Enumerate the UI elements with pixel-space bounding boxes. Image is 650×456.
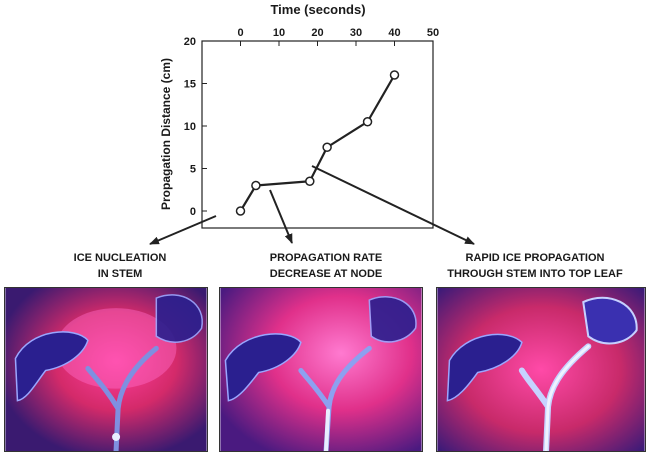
propagation-chart: Time (seconds) Propagation Distance (cm)… [159, 2, 439, 229]
x-tick-label: 10 [273, 27, 285, 39]
data-point [362, 117, 373, 127]
arrow-to-node-panel [269, 189, 293, 244]
y-tick-label: 20 [184, 36, 196, 48]
y-tick-label: 0 [190, 206, 196, 218]
y-tick-label: 10 [184, 121, 196, 133]
x-tick-label: 50 [427, 27, 439, 39]
arrow-to-rapid-panel [311, 165, 475, 245]
panel-title-line: DECREASE AT NODE [269, 268, 383, 280]
arrow-to-nucleation-panel [149, 215, 217, 245]
ice-front [324, 408, 331, 451]
top-leaf [155, 294, 203, 343]
x-axis-label: Time (seconds) [270, 2, 365, 17]
stem [85, 345, 159, 451]
x-tick-label: 40 [388, 27, 400, 39]
thermal-image-rapid [436, 287, 646, 452]
callout-arrows [149, 165, 475, 245]
left-leaf [446, 333, 523, 402]
top-leaf [582, 296, 638, 345]
y-axis-ticks: 0 5 10 15 20 [184, 36, 207, 218]
panel-title-line: RAPID ICE PROPAGATION [465, 252, 605, 264]
left-leaf [14, 331, 89, 402]
thermal-image-node [219, 287, 423, 452]
x-tick-label: 30 [350, 27, 362, 39]
panel-title-line: IN STEM [97, 268, 143, 280]
data-point [251, 180, 261, 191]
x-tick-label: 0 [237, 27, 243, 39]
data-point [235, 206, 246, 216]
x-axis-ticks: 0 10 20 30 40 50 [237, 27, 439, 46]
data-point [305, 176, 315, 186]
thermal-image-nucleation [4, 287, 208, 452]
panel-title-line: ICE NUCLEATION [73, 252, 167, 264]
panel-title-nucleation: ICE NUCLEATION IN STEM [20, 250, 220, 282]
panel-title-rapid: RAPID ICE PROPAGATION THROUGH STEM INTO … [430, 250, 640, 282]
data-point [389, 70, 400, 80]
y-axis-label: Propagation Distance (cm) [159, 58, 173, 210]
data-points [235, 70, 400, 216]
panel-title-line: THROUGH STEM INTO TOP LEAF [447, 268, 623, 280]
left-leaf [224, 333, 302, 402]
plot-frame [201, 40, 434, 229]
top-leaf [368, 296, 417, 343]
x-tick-label: 20 [311, 27, 323, 39]
nucleation-point [112, 432, 121, 441]
panel-title-node: PROPAGATION RATE DECREASE AT NODE [226, 250, 426, 282]
series-line [239, 74, 396, 212]
stem [298, 345, 372, 451]
data-point [322, 142, 332, 152]
ice-front [544, 344, 590, 451]
y-tick-label: 15 [184, 79, 196, 91]
y-tick-label: 5 [190, 164, 196, 176]
panel-title-line: PROPAGATION RATE [269, 252, 383, 264]
